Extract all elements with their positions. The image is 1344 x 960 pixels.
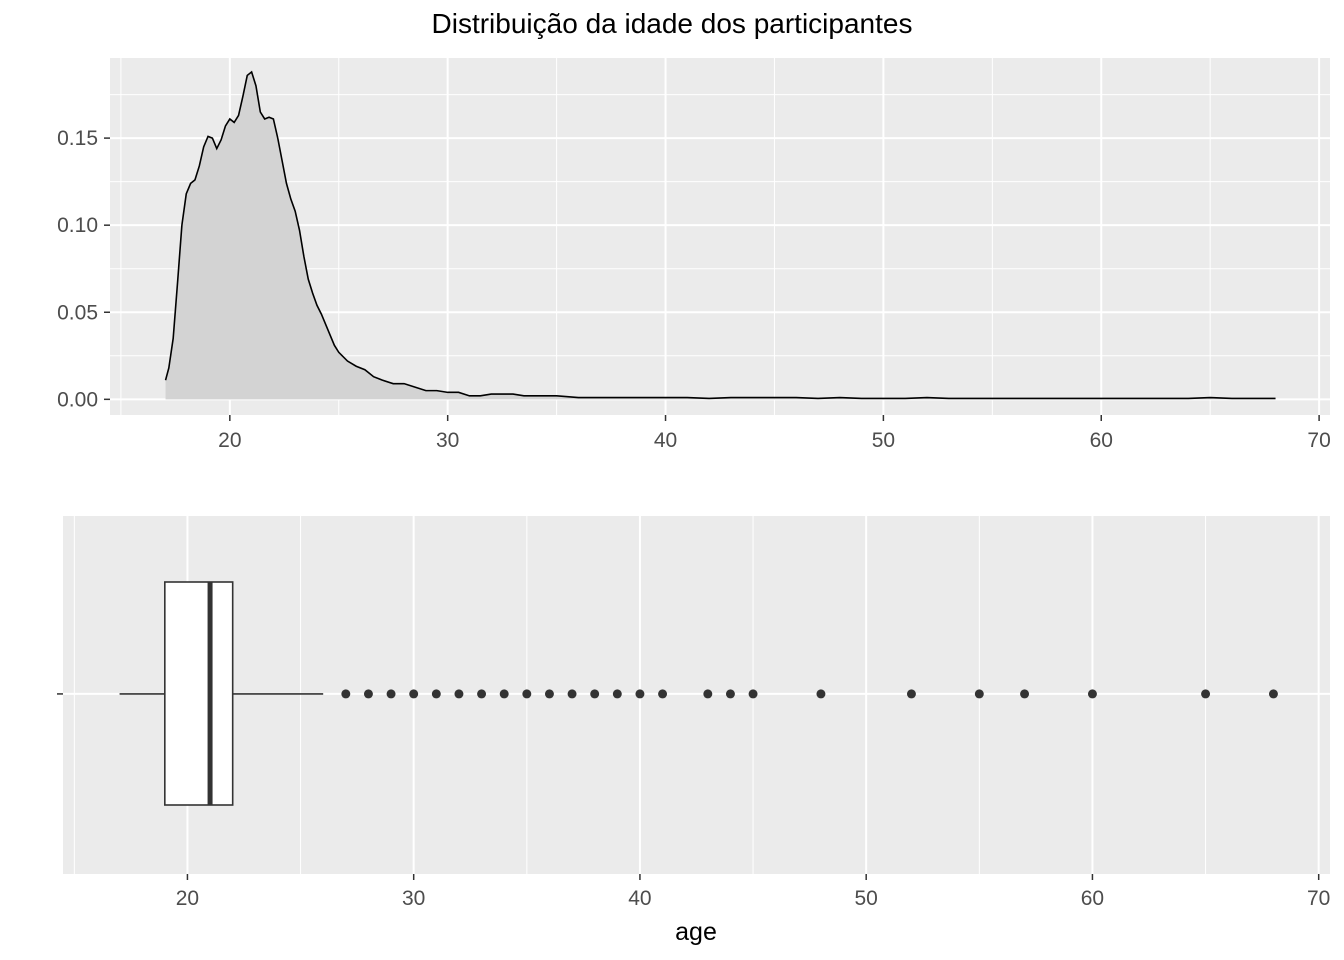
outlier-point (409, 689, 419, 699)
x-tick-label: 40 (654, 429, 677, 452)
outlier-point (906, 689, 916, 699)
outlier-point (522, 689, 532, 699)
density-x-axis: 20 30 40 50 60 70 (218, 415, 1331, 452)
x-tick-label: 70 (1307, 429, 1330, 452)
x-tick-label: 20 (176, 887, 199, 910)
x-tick-label: 20 (218, 429, 241, 452)
boxplot-x-axis: 20 30 40 50 60 70 (176, 874, 1330, 910)
y-tick-label: 0.05 (57, 301, 98, 324)
density-y-axis: 0.00 0.05 0.10 0.15 (57, 127, 110, 411)
outlier-point (816, 689, 826, 699)
boxplot (119, 581, 324, 806)
boxplot-panel-background (63, 516, 1330, 874)
outlier-point (1268, 689, 1278, 699)
x-tick-label: 50 (855, 887, 878, 910)
y-tick-label: 0.00 (57, 388, 98, 411)
x-tick-label: 40 (628, 887, 651, 910)
x-tick-label: 30 (402, 887, 425, 910)
outlier-point (748, 689, 758, 699)
outlier-point (1087, 689, 1097, 699)
outlier-point (431, 689, 441, 699)
density-panel: 20 30 40 50 60 70 0.00 0.05 0.10 0.15 (57, 58, 1331, 452)
x-tick-label: 60 (1081, 887, 1104, 910)
y-tick-label: 0.10 (57, 214, 98, 237)
outlier-point (703, 689, 713, 699)
outlier-point (590, 689, 600, 699)
outlier-point (499, 689, 509, 699)
outlier-point (635, 689, 645, 699)
outlier-point (1201, 689, 1211, 699)
outlier-point (658, 689, 668, 699)
x-axis-title: age (675, 918, 717, 946)
chart-title: Distribuição da idade dos participantes (432, 8, 913, 39)
outlier-point (974, 689, 984, 699)
outlier-point (454, 689, 464, 699)
x-tick-label: 50 (872, 429, 895, 452)
outlier-point (1020, 689, 1030, 699)
outlier-point (567, 689, 577, 699)
outlier-point (544, 689, 554, 699)
x-tick-label: 70 (1307, 887, 1330, 910)
outlier-point (363, 689, 373, 699)
x-tick-label: 30 (436, 429, 459, 452)
boxplot-panel: 20 30 40 50 60 70 age (57, 516, 1330, 946)
outlier-point (477, 689, 487, 699)
density-area (165, 71, 1276, 400)
box-iqr (164, 581, 234, 806)
boxplot-outliers (341, 689, 1278, 699)
outlier-point (341, 689, 351, 699)
outlier-point (386, 689, 396, 699)
y-tick-label: 0.15 (57, 127, 98, 150)
outlier-point (612, 689, 622, 699)
x-tick-label: 60 (1090, 429, 1113, 452)
density-line (164, 70, 1276, 400)
outlier-point (725, 689, 735, 699)
